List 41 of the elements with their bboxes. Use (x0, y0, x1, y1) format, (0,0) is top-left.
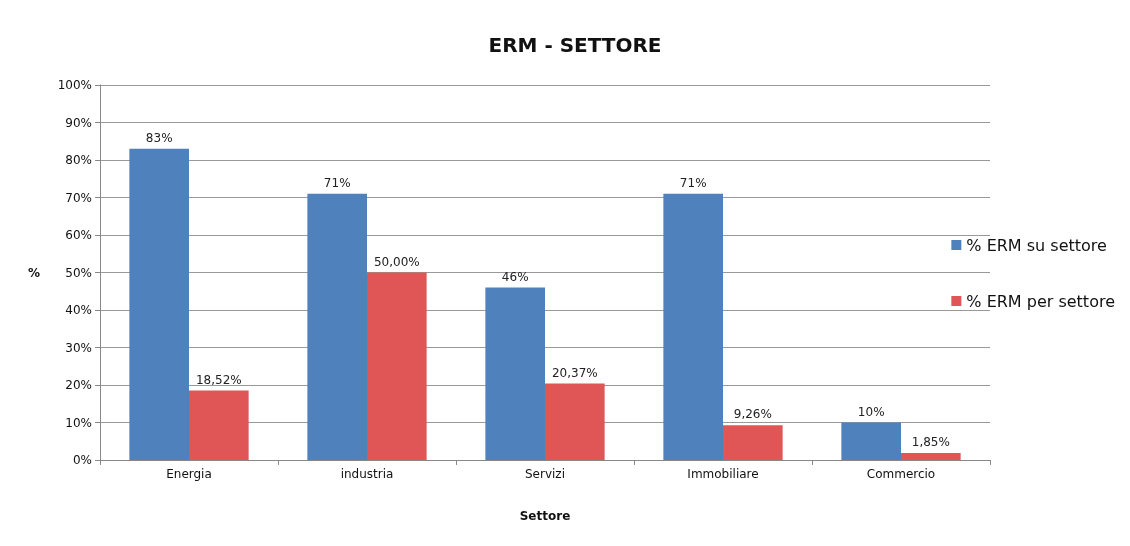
bar (307, 193, 367, 460)
data-label: 71% (679, 175, 707, 190)
y-tick-label: 90% (65, 115, 92, 130)
chart-title: ERM - SETTORE (488, 33, 662, 57)
bar (129, 148, 189, 460)
data-label: 50,00% (373, 254, 420, 269)
data-label: 71% (323, 175, 351, 190)
y-tick-label: 10% (65, 415, 92, 430)
y-axis-title: % (27, 265, 40, 280)
legend-label: % ERM su settore (966, 235, 1107, 255)
bar (367, 272, 427, 460)
y-tick-label: 70% (65, 190, 92, 205)
data-label: 10% (857, 404, 885, 419)
legend-label: % ERM per settore (966, 291, 1115, 311)
x-tick-label: Commercio (866, 467, 936, 481)
bar (723, 425, 783, 460)
bar (545, 383, 605, 460)
y-tick-label: 30% (65, 340, 92, 355)
x-tick-label: Servizi (524, 467, 566, 481)
bar (663, 193, 723, 460)
x-tick-label: Energia (166, 467, 212, 481)
data-label: 20,37% (551, 365, 598, 380)
bar (841, 422, 901, 460)
y-tick-label: 20% (65, 378, 92, 392)
x-tick-label: industria (340, 467, 394, 481)
y-tick-label: 100% (57, 78, 92, 92)
y-tick-label: 60% (65, 228, 92, 242)
y-tick-label: 40% (65, 303, 92, 317)
y-tick-label: 0% (72, 453, 92, 467)
bar (189, 390, 249, 460)
data-label: 83% (145, 130, 173, 145)
x-tick-label: Immobiliare (687, 467, 759, 481)
y-tick-label: 50% (65, 265, 92, 280)
bar (485, 287, 545, 460)
data-label: 9,26% (733, 407, 772, 422)
data-label: 18,52% (195, 372, 242, 387)
data-label: 1,85% (911, 435, 950, 450)
x-axis-title: Settore (519, 509, 571, 523)
y-tick-label: 80% (65, 153, 92, 167)
bar (901, 453, 961, 460)
data-label: 46% (501, 269, 529, 284)
